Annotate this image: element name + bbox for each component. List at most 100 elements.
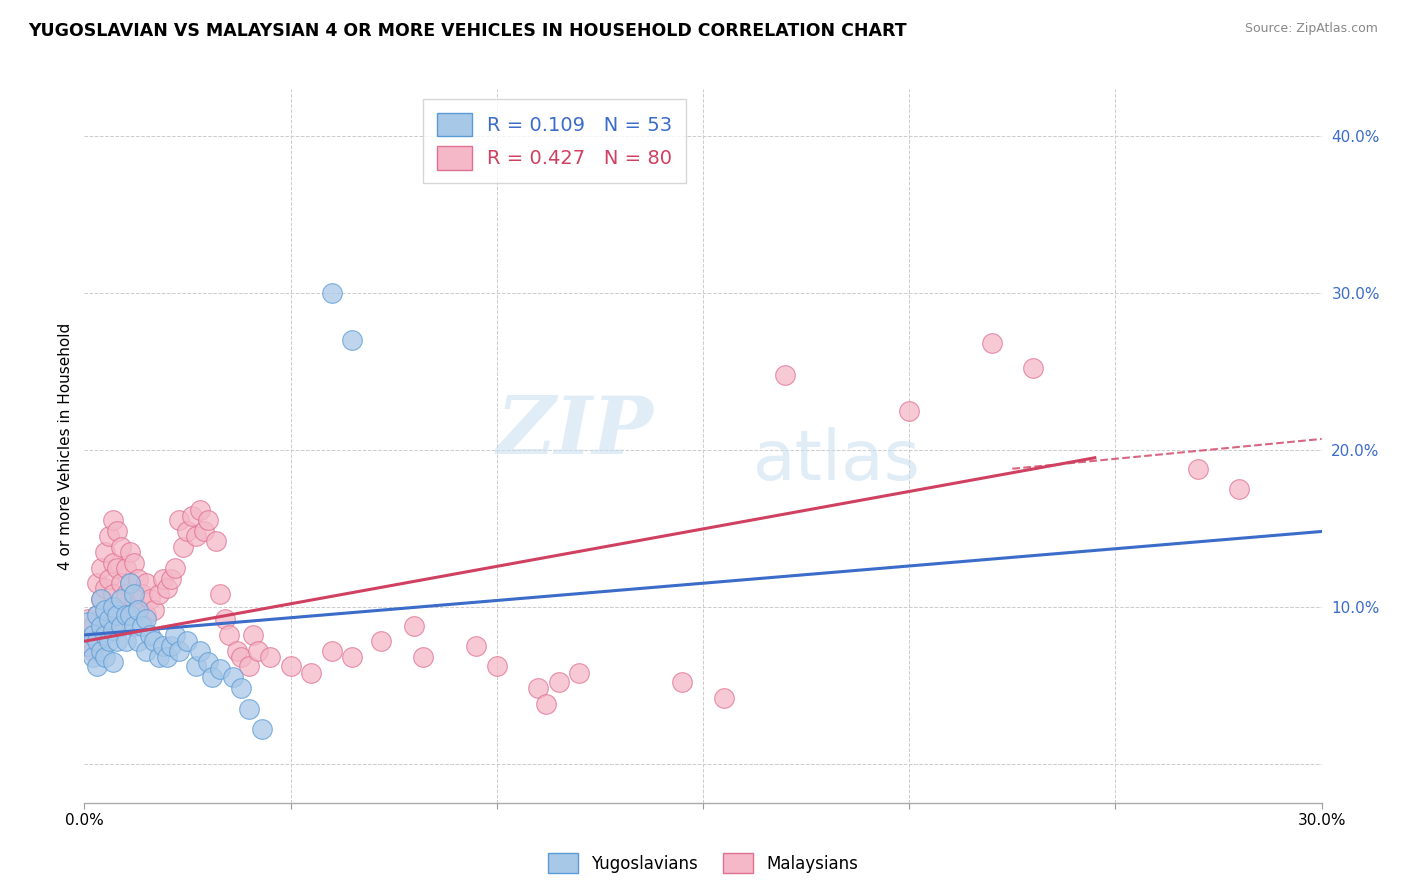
Point xyxy=(370,634,392,648)
Point xyxy=(105,634,128,648)
Point xyxy=(105,560,128,574)
Point xyxy=(167,514,190,528)
Point xyxy=(299,665,322,680)
Y-axis label: 4 or more Vehicles in Household: 4 or more Vehicles in Household xyxy=(58,322,73,570)
Point xyxy=(139,628,162,642)
Point xyxy=(94,649,117,664)
Point xyxy=(197,514,219,528)
Point xyxy=(342,649,364,664)
Point xyxy=(118,607,141,622)
Text: Source: ZipAtlas.com: Source: ZipAtlas.com xyxy=(1244,22,1378,36)
Point xyxy=(412,649,434,664)
Legend: Yugoslavians, Malaysians: Yugoslavians, Malaysians xyxy=(541,847,865,880)
Point xyxy=(77,615,100,630)
Point xyxy=(98,634,121,648)
Point xyxy=(259,649,281,664)
Point xyxy=(118,576,141,591)
Point xyxy=(547,675,569,690)
Point xyxy=(1227,482,1250,496)
Point xyxy=(127,603,149,617)
Point xyxy=(160,639,183,653)
Point xyxy=(94,603,117,617)
Point xyxy=(82,649,104,664)
Point xyxy=(98,572,121,586)
Point xyxy=(143,634,166,648)
Point xyxy=(82,618,104,632)
Point xyxy=(90,643,112,657)
Point xyxy=(94,581,117,595)
Point xyxy=(342,333,364,347)
Point xyxy=(184,659,207,673)
Point xyxy=(156,649,179,664)
Point xyxy=(176,634,198,648)
Point xyxy=(86,634,108,648)
Point xyxy=(110,591,132,606)
Point xyxy=(118,545,141,559)
Point xyxy=(77,612,100,626)
Point xyxy=(82,628,104,642)
Point xyxy=(135,643,157,657)
Text: YUGOSLAVIAN VS MALAYSIAN 4 OR MORE VEHICLES IN HOUSEHOLD CORRELATION CHART: YUGOSLAVIAN VS MALAYSIAN 4 OR MORE VEHIC… xyxy=(28,22,907,40)
Point xyxy=(188,643,211,657)
Point xyxy=(77,639,100,653)
Point xyxy=(86,659,108,673)
Point xyxy=(214,612,236,626)
Text: ZIP: ZIP xyxy=(496,393,654,470)
Point xyxy=(103,655,125,669)
Point xyxy=(114,587,136,601)
Point xyxy=(122,618,145,632)
Point xyxy=(90,591,112,606)
Point xyxy=(135,607,157,622)
Point xyxy=(238,659,260,673)
Point xyxy=(139,591,162,606)
Point xyxy=(114,560,136,574)
Point xyxy=(193,524,215,539)
Point xyxy=(165,560,187,574)
Point xyxy=(127,603,149,617)
Point xyxy=(94,628,117,642)
Point xyxy=(226,643,249,657)
Point xyxy=(898,403,921,417)
Point xyxy=(86,576,108,591)
Point xyxy=(229,681,252,696)
Point xyxy=(131,587,153,601)
Point xyxy=(229,649,252,664)
Point xyxy=(131,618,153,632)
Point xyxy=(321,643,343,657)
Point xyxy=(242,628,264,642)
Point xyxy=(114,634,136,648)
Point xyxy=(82,643,104,657)
Point xyxy=(209,663,232,677)
Point xyxy=(172,540,194,554)
Point xyxy=(775,368,797,382)
Point xyxy=(122,556,145,570)
Point xyxy=(197,655,219,669)
Point xyxy=(222,670,245,684)
Point xyxy=(568,665,591,680)
Point xyxy=(152,572,174,586)
Point xyxy=(90,560,112,574)
Point xyxy=(1187,461,1209,475)
Point xyxy=(135,576,157,591)
Point xyxy=(148,649,170,664)
Point xyxy=(103,556,125,570)
Point xyxy=(176,524,198,539)
Point xyxy=(143,603,166,617)
Point xyxy=(485,659,508,673)
Point xyxy=(105,607,128,622)
Point xyxy=(110,618,132,632)
Point xyxy=(122,587,145,601)
Point xyxy=(94,618,117,632)
Point xyxy=(152,639,174,653)
Point xyxy=(209,587,232,601)
Point xyxy=(122,591,145,606)
Point xyxy=(135,612,157,626)
Point xyxy=(218,628,240,642)
Point xyxy=(160,572,183,586)
Point xyxy=(321,286,343,301)
Point xyxy=(184,529,207,543)
Point xyxy=(980,336,1002,351)
Point xyxy=(103,599,125,614)
Point xyxy=(94,545,117,559)
Point xyxy=(90,591,112,606)
